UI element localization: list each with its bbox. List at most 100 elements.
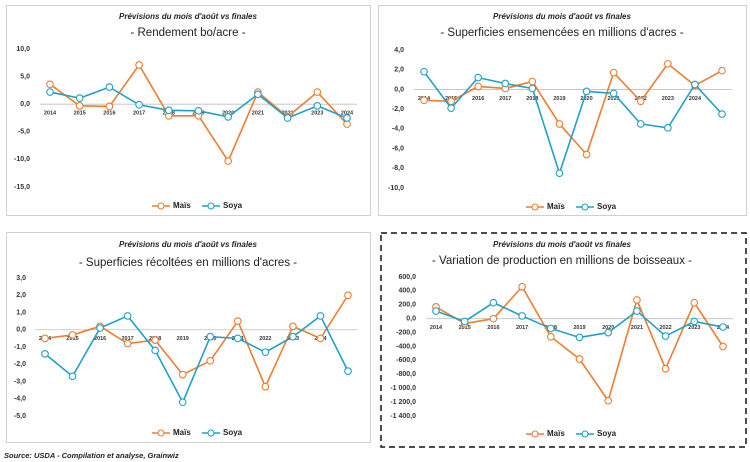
data-point <box>178 370 187 379</box>
y-tick-label: 400,0 <box>398 288 416 295</box>
y-tick-label: -1,0 <box>14 344 26 351</box>
data-point <box>68 372 77 381</box>
data-point <box>316 334 325 343</box>
data-point <box>194 106 203 115</box>
y-tick-label: -5,0 <box>18 129 30 136</box>
x-tick-label: 2014 <box>44 111 57 117</box>
data-point <box>313 102 322 110</box>
data-point <box>313 88 322 96</box>
legend-marker <box>207 429 215 437</box>
legend-marker <box>581 430 589 438</box>
data-point <box>690 317 699 326</box>
panel <box>6 5 371 216</box>
x-tick-label: 2017 <box>122 336 134 342</box>
chart-title: - Superficies ensemencées en millions d'… <box>440 27 683 39</box>
data-point <box>609 89 618 98</box>
series-line <box>423 62 723 157</box>
y-tick-label: 0,0 <box>16 327 26 334</box>
legend-label: Maïs <box>173 428 191 437</box>
data-point <box>518 312 526 320</box>
data-point <box>555 120 564 128</box>
series-line <box>44 294 349 389</box>
x-tick-label: 2018 <box>526 96 538 102</box>
data-point <box>316 312 325 320</box>
data-point <box>151 346 160 355</box>
data-point <box>609 68 618 77</box>
data-point <box>41 334 49 343</box>
data-point <box>575 333 584 342</box>
data-point <box>575 355 584 363</box>
subtitle: Prévisions du mois d'août vs finales <box>119 240 257 249</box>
data-point <box>46 88 54 96</box>
data-point <box>582 87 591 96</box>
data-point <box>283 114 292 122</box>
x-tick-label: 2020 <box>602 325 614 331</box>
data-point <box>135 100 143 109</box>
data-point <box>636 97 645 106</box>
y-tick-label: -1 000,0 <box>390 385 416 392</box>
y-tick-label: -1 400,0 <box>390 413 416 420</box>
y-tick-label: 200,0 <box>398 302 416 309</box>
x-tick-label: 2017 <box>133 111 145 117</box>
legend-label: Maïs <box>547 429 565 438</box>
y-tick-label: -1 200,0 <box>390 399 416 406</box>
legend-label: Maïs <box>547 202 565 211</box>
data-point <box>178 398 187 407</box>
data-point <box>123 312 132 320</box>
chart-title: - Superficies récoltées en millions d'ac… <box>79 257 297 269</box>
data-point <box>420 96 428 105</box>
data-point <box>289 322 297 331</box>
data-point <box>546 324 555 333</box>
y-tick-label: -200,0 <box>396 329 416 336</box>
data-point <box>420 67 428 76</box>
x-tick-label: 2019 <box>177 336 189 342</box>
subtitle: Prévisions du mois d'août vs finales <box>119 12 257 21</box>
data-point <box>718 66 726 75</box>
y-tick-label: -10,0 <box>14 156 30 163</box>
data-point <box>690 298 699 307</box>
legend-marker <box>531 430 539 438</box>
data-point <box>582 150 591 159</box>
y-tick-label: 10,0 <box>16 46 30 53</box>
data-point <box>96 324 104 332</box>
y-tick-label: -3,0 <box>14 378 26 385</box>
data-point <box>261 348 270 357</box>
y-tick-label: -2,0 <box>14 361 26 368</box>
x-tick-label: 2016 <box>487 325 499 331</box>
data-point <box>135 61 143 69</box>
x-tick-label: 2022 <box>259 336 271 342</box>
data-point <box>343 114 351 122</box>
legend-marker <box>157 202 165 210</box>
panel-highlight <box>380 232 747 448</box>
data-point <box>447 97 455 106</box>
legend-marker <box>207 202 215 210</box>
y-tick-label: -600,0 <box>396 357 416 364</box>
data-point <box>661 364 670 373</box>
legend-label: Soya <box>223 428 243 437</box>
x-tick-label: 2015 <box>66 336 78 342</box>
x-tick-label: 2016 <box>103 111 115 117</box>
data-point <box>719 342 727 351</box>
series-line <box>435 301 724 339</box>
data-point <box>518 282 526 291</box>
data-point <box>719 323 727 331</box>
data-point <box>151 336 160 344</box>
y-tick-label: 0,0 <box>394 86 404 93</box>
y-tick-label: -2,0 <box>392 106 404 113</box>
data-point <box>691 80 699 89</box>
data-point <box>718 110 726 118</box>
data-point <box>661 332 670 340</box>
data-point <box>447 104 455 113</box>
data-point <box>489 314 498 323</box>
data-point <box>46 80 54 89</box>
x-tick-label: 2021 <box>608 96 620 102</box>
data-point <box>528 77 537 86</box>
x-tick-label: 2021 <box>631 325 643 331</box>
data-point <box>663 59 672 68</box>
series-line <box>435 285 724 403</box>
y-tick-label: -6,0 <box>392 145 404 152</box>
x-tick-label: 2023 <box>688 325 700 331</box>
x-tick-label: 2016 <box>472 96 484 102</box>
y-tick-label: 0,0 <box>20 101 30 108</box>
